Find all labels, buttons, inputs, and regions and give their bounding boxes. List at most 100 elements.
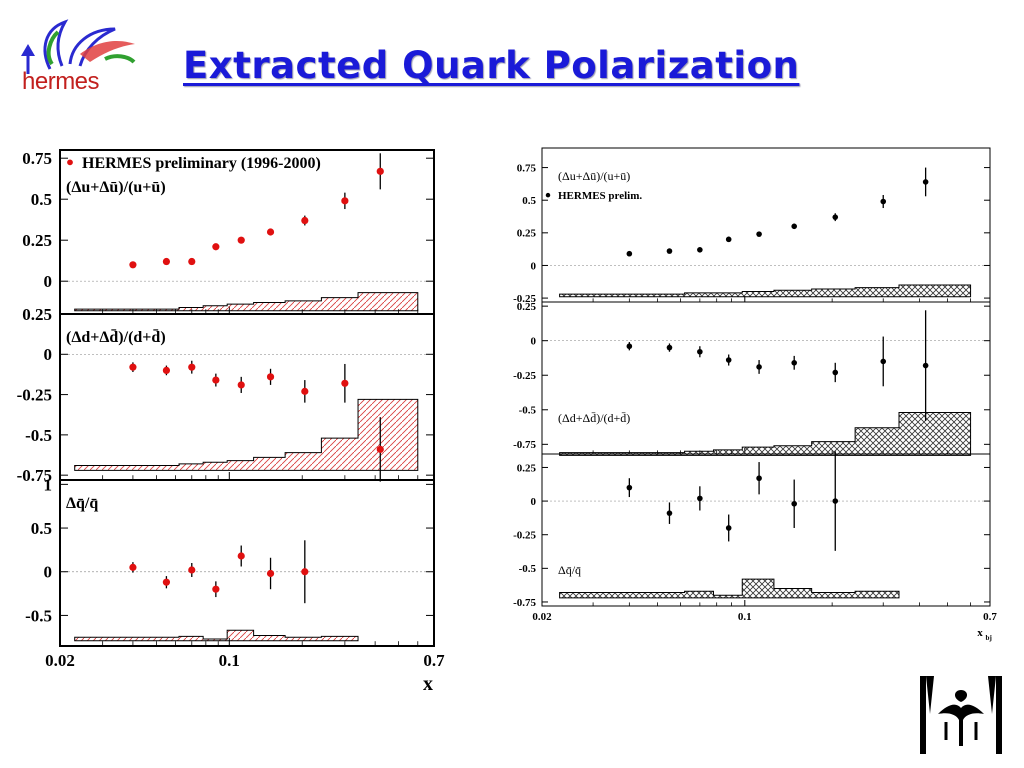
panel-label: (Δd+Δd̄)/(d+d̄): [558, 411, 630, 425]
systematic-error-band: [559, 284, 972, 298]
panel-frame: [59, 479, 435, 647]
data-point: [266, 373, 275, 381]
data-point: [922, 179, 929, 185]
data-point: [237, 552, 245, 560]
data-point: [129, 563, 137, 571]
y-tick-label: -0.25: [513, 370, 536, 382]
y-tick-label: -0.75: [17, 466, 52, 485]
data-point: [832, 369, 839, 376]
chart-right-hermes-prelim: 0.75 0.5 0.25 0 -0.25 (Δu+Δū)/(u+ū) 0.25 0 -0.25…: [513, 147, 997, 642]
legend-marker: [545, 192, 551, 198]
y-tick-label: 0: [44, 272, 53, 291]
data-point: [266, 569, 275, 578]
y-tick-label: 0.5: [31, 519, 52, 538]
data-point: [341, 197, 349, 205]
y-tick-label: -0.75: [513, 597, 536, 609]
data-point: [188, 566, 196, 574]
y-tick-label: 1: [44, 475, 53, 494]
hermes-logo: [21, 19, 136, 74]
data-point: [626, 343, 633, 350]
data-point: [791, 360, 798, 366]
x-tick-label: 0.02: [532, 611, 552, 623]
y-tick-label: 0.25: [517, 228, 537, 240]
systematic-error-band: [74, 292, 419, 312]
x-axis-label: x: [423, 673, 433, 695]
y-tick-label: -0.25: [513, 293, 536, 305]
chart-left-hermes-preliminary: 0.75 0.5 0.25 0 (Δu+Δū)/(u+ū) 0.25 0 -0.25 -0.5 -…: [17, 149, 445, 695]
x-tick-label: 0.1: [738, 611, 752, 623]
data-point: [162, 366, 171, 375]
panel-label: (Δd+Δd̄)/(d+d̄): [66, 327, 166, 346]
data-point: [832, 498, 839, 504]
data-point: [880, 358, 887, 365]
data-point: [697, 348, 703, 355]
panel-frame: [541, 453, 991, 607]
y-tick-label: 0.75: [517, 162, 537, 174]
data-point: [725, 525, 732, 531]
y-tick-label: 0: [44, 345, 53, 364]
panel-frame: [59, 149, 435, 315]
y-tick-label: -0.75: [513, 439, 536, 451]
x-tick-label: 0.7: [423, 651, 445, 670]
y-tick-label: -0.25: [17, 386, 52, 405]
y-tick-label: 0.25: [517, 301, 537, 313]
data-point: [162, 257, 171, 266]
x-tick-label: 0.02: [45, 651, 75, 670]
data-point: [376, 167, 384, 175]
y-tick-label: 0.5: [31, 190, 52, 209]
y-tick-label: 0: [531, 260, 537, 272]
y-tick-label: 0.25: [22, 231, 52, 250]
x-tick-label: 0.7: [983, 611, 997, 623]
y-tick-label: 0.75: [22, 149, 52, 168]
panel-label: Δq̄/q̄: [558, 563, 581, 577]
data-point: [666, 510, 673, 516]
y-tick-label: -0.5: [25, 426, 52, 445]
y-tick-label: 0.25: [517, 462, 537, 474]
data-point: [266, 228, 275, 236]
systematic-error-band: [559, 412, 972, 456]
data-point: [301, 216, 309, 225]
data-point: [237, 236, 245, 244]
data-point: [212, 585, 220, 593]
data-point: [162, 578, 171, 586]
x-axis-label: x: [977, 627, 983, 639]
data-point: [212, 376, 220, 384]
data-point: [666, 344, 673, 351]
data-point: [697, 246, 703, 253]
x-tick-label: 0.1: [219, 651, 240, 670]
data-point: [376, 445, 384, 453]
legend-label: HERMES preliminary (1996-2000): [82, 155, 321, 172]
logo-text: hermes: [22, 68, 100, 95]
data-point: [922, 362, 929, 369]
data-point: [756, 231, 762, 237]
data-point: [237, 381, 245, 389]
y-tick-label: -0.5: [519, 405, 537, 417]
y-tick-label: -0.5: [519, 563, 537, 575]
y-tick-label: 0.5: [522, 195, 536, 207]
y-tick-label: 0.25: [22, 305, 52, 324]
data-point: [756, 364, 762, 370]
data-point: [666, 248, 673, 254]
systematic-error-band: [74, 398, 419, 471]
data-point: [341, 379, 349, 387]
data-point: [725, 236, 732, 243]
data-point: [880, 198, 887, 205]
data-point: [129, 363, 137, 371]
y-tick-label: 0: [531, 496, 537, 508]
x-axis-label-subscript: bj: [986, 634, 992, 642]
university-emblem: [918, 674, 1004, 756]
y-tick-label: -0.25: [513, 530, 536, 542]
systematic-error-band: [74, 629, 359, 642]
y-tick-label: 0: [531, 336, 537, 348]
panel-label: (Δu+Δū)/(u+ū): [66, 179, 166, 196]
slide-title: Extracted Quark Polarization: [183, 44, 800, 87]
data-point: [129, 261, 137, 269]
data-point: [301, 387, 309, 395]
data-point: [212, 243, 220, 251]
data-point: [791, 223, 798, 230]
panel-label: (Δu+Δū)/(u+ū): [558, 169, 630, 183]
legend-label: HERMES prelim.: [558, 190, 642, 202]
data-point: [756, 475, 762, 482]
panel-label: Δq̄/q̄: [66, 495, 98, 512]
data-point: [626, 484, 633, 491]
